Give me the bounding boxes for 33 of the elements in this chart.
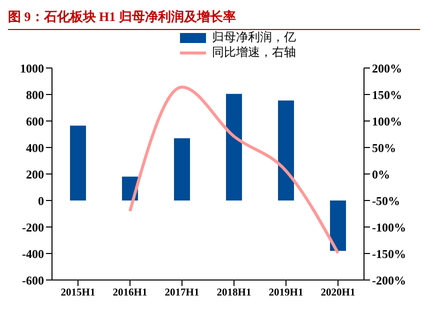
- x-tick-label: 2020H1: [320, 287, 356, 298]
- y-tick-label: -400: [22, 246, 44, 261]
- bar: [330, 200, 346, 251]
- bar: [174, 138, 190, 200]
- x-tick-label: 2015H1: [60, 287, 96, 298]
- y2-tick-label: 150%: [372, 88, 402, 102]
- legend-label: 归母净利润，亿: [212, 29, 296, 46]
- bar: [226, 94, 242, 200]
- y-tick-label: 0: [38, 194, 44, 208]
- y2-tick-label: -200%: [372, 273, 406, 288]
- y2-tick-label: 100%: [372, 114, 402, 128]
- x-tick-label: 2016H1: [112, 287, 148, 298]
- y-tick-label: 200: [26, 167, 44, 182]
- line-series: [128, 86, 340, 254]
- x-tick-label: 2017H1: [164, 287, 200, 298]
- x-tick-label: 2018H1: [216, 287, 252, 298]
- y2-tick-label: -50%: [372, 194, 400, 208]
- y-tick-label: 800: [26, 88, 44, 102]
- y-tick-label: 600: [26, 114, 44, 128]
- y2-tick-label: 50%: [372, 140, 396, 155]
- y-tick-label: -200: [22, 220, 44, 234]
- chart-title: 图 9：石化板块 H1 归母净利润及增长率: [8, 8, 420, 30]
- bar: [278, 100, 294, 200]
- legend-label: 同比增速，右轴: [212, 44, 296, 61]
- y2-tick-label: -100%: [372, 220, 406, 234]
- y2-tick-label: 0%: [372, 167, 390, 182]
- bar: [70, 126, 86, 200]
- y2-tick-label: 200%: [372, 61, 402, 76]
- x-tick-label: 2019H1: [268, 287, 304, 298]
- y2-tick-label: -150%: [372, 246, 406, 261]
- y-tick-label: 400: [26, 140, 44, 155]
- y-tick-label: -600: [22, 273, 44, 288]
- y-tick-label: 1000: [20, 61, 44, 76]
